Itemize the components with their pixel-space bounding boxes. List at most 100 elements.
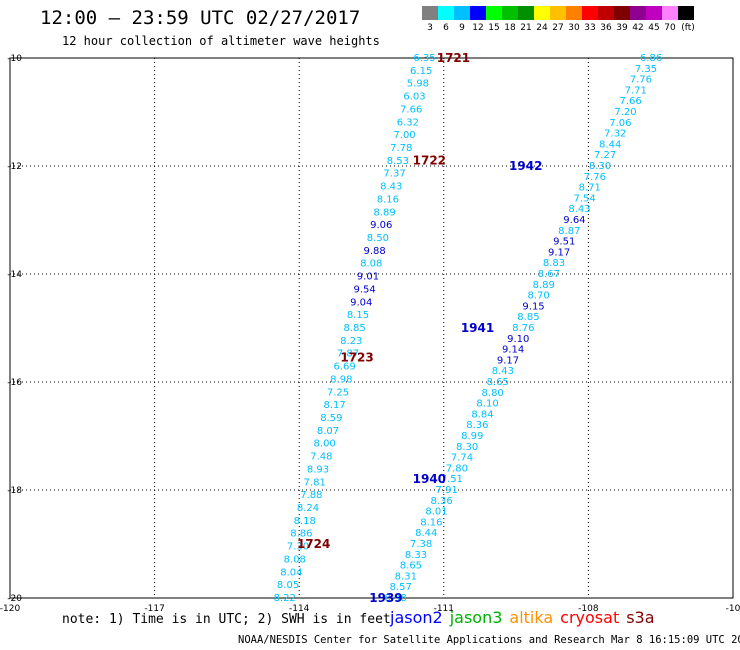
scale-label: 42: [632, 23, 644, 33]
wave-height-value: 8.65: [400, 561, 422, 572]
legend-s3a: s3a: [626, 608, 655, 627]
wave-height-value: 8.53: [387, 156, 409, 167]
wave-height-value: 7.35: [635, 64, 657, 75]
scale-swatch: [470, 6, 486, 20]
pass-time-label: 1723: [340, 351, 373, 365]
wave-height-value: 8.16: [377, 194, 399, 205]
wave-height-value: 7.37: [383, 169, 405, 180]
scale-swatch: [566, 6, 582, 20]
wave-height-value: 8.18: [294, 516, 316, 527]
pass-time-label: 1939: [369, 591, 402, 605]
wave-height-value: 7.66: [619, 96, 641, 107]
wave-height-value: 8.05: [277, 580, 299, 591]
x-tick-label: -111: [434, 604, 454, 614]
scale-label: 70: [664, 23, 676, 33]
wave-height-value: 8.76: [512, 323, 534, 334]
scale-label: 30: [568, 23, 580, 33]
wave-height-value: 9.01: [357, 272, 379, 283]
y-tick-label: -14: [7, 270, 22, 280]
scale-label: 33: [584, 23, 596, 33]
y-tick-label: -18: [7, 486, 22, 496]
wave-height-value: 8.57: [390, 582, 412, 593]
chart-title: 12:00 – 23:59 UTC 02/27/2017: [40, 7, 361, 29]
wave-height-value: 6.86: [640, 53, 662, 64]
mission-legend: jason2 jason3 altika cryosat s3a: [390, 608, 662, 627]
scale-label: 45: [648, 23, 660, 33]
wave-height-value: 8.67: [538, 269, 560, 280]
wave-height-value: 8.23: [340, 336, 362, 347]
wave-height-value: 8.43: [568, 204, 590, 215]
pass-time-label: 1721: [437, 51, 470, 65]
wave-height-value: 8.70: [528, 291, 550, 302]
scale-label: 39: [616, 23, 628, 33]
x-tick-label: -108: [578, 604, 599, 614]
scale-swatch: [598, 6, 614, 20]
wave-height-value: 7.76: [630, 75, 652, 86]
y-tick-label: -16: [7, 378, 22, 388]
wave-height-value: 9.88: [363, 246, 385, 257]
wave-height-value: 8.36: [430, 496, 452, 507]
wave-height-value: 8.00: [314, 439, 336, 450]
wave-height-value: 6.03: [403, 92, 425, 103]
scale-swatch: [614, 6, 630, 20]
map-frame: [9, 57, 734, 599]
scale-swatch: [438, 6, 454, 20]
wave-height-value: 8.71: [579, 183, 601, 194]
wave-height-value: 8.36: [466, 420, 488, 431]
wave-height-value: 8.98: [330, 374, 352, 385]
wave-height-value: 7.71: [625, 85, 647, 96]
y-tick-label: -20: [7, 594, 22, 604]
wave-height-value: 7.20: [614, 107, 636, 118]
wave-height-value: 8.83: [543, 258, 565, 269]
wave-height-value: 8.33: [405, 550, 427, 561]
x-tick-label: -120: [0, 604, 20, 614]
wave-height-value: 8.44: [599, 139, 621, 150]
pass-time-label: 1940: [413, 472, 446, 486]
wave-height-value: 8.01: [425, 507, 447, 518]
legend-jason3: jason3: [449, 608, 503, 627]
wave-height-value: 8.84: [471, 409, 493, 420]
wave-height-value: 8.98: [384, 593, 406, 604]
wave-height-value: 8.17: [324, 400, 346, 411]
wave-height-value: 8.80: [482, 388, 504, 399]
wave-height-value: 8.44: [415, 528, 437, 539]
scale-label: 12: [472, 23, 484, 33]
wave-height-value: 7.91: [436, 485, 458, 496]
wave-height-value: 8.65: [487, 377, 509, 388]
pass-time-label: 1722: [413, 154, 446, 168]
wave-height-value: 8.93: [307, 464, 329, 475]
scale-label: 3: [427, 23, 433, 33]
wave-height-value: 6.15: [410, 66, 432, 77]
y-tick-label: -10: [7, 54, 22, 64]
wave-height-value: 8.85: [517, 312, 539, 323]
wave-height-value: 8.24: [297, 503, 319, 514]
scale-swatch: [646, 6, 662, 20]
wave-height-value: 7.00: [393, 130, 415, 141]
scale-swatch: [534, 6, 550, 20]
scale-label: 9: [459, 23, 465, 33]
wave-height-value: 8.08: [284, 554, 306, 565]
wave-height-value: 9.04: [350, 297, 372, 308]
units-note: note: 1) Time is in UTC; 2) SWH is in fe…: [62, 612, 391, 627]
legend-cryosat: cryosat: [560, 608, 620, 627]
wave-height-value: 8.22: [274, 593, 296, 604]
wave-height-value: 7.32: [604, 129, 626, 140]
wave-height-value: 7.87: [337, 349, 359, 360]
wave-height-value: 8.31: [395, 571, 417, 582]
wave-height-value: 7.06: [609, 118, 631, 129]
wave-height-value: 8.30: [589, 161, 611, 172]
scale-swatch: [502, 6, 518, 20]
wave-height-value: 7.81: [304, 477, 326, 488]
wave-height-value: 9.64: [563, 215, 585, 226]
wave-height-value: 9.06: [370, 220, 392, 231]
wave-height-value: 7.48: [310, 452, 332, 463]
x-tick-label: -117: [144, 604, 164, 614]
wave-height-value: 8.89: [533, 280, 555, 291]
wave-height-value: 8.59: [320, 413, 342, 424]
scale-unit: (ft): [681, 23, 695, 33]
wave-height-value: 7.76: [584, 172, 606, 183]
wave-height-value: 7.27: [594, 150, 616, 161]
wave-height-value: 8.15: [347, 310, 369, 321]
wave-height-value: 7.88: [300, 490, 322, 501]
